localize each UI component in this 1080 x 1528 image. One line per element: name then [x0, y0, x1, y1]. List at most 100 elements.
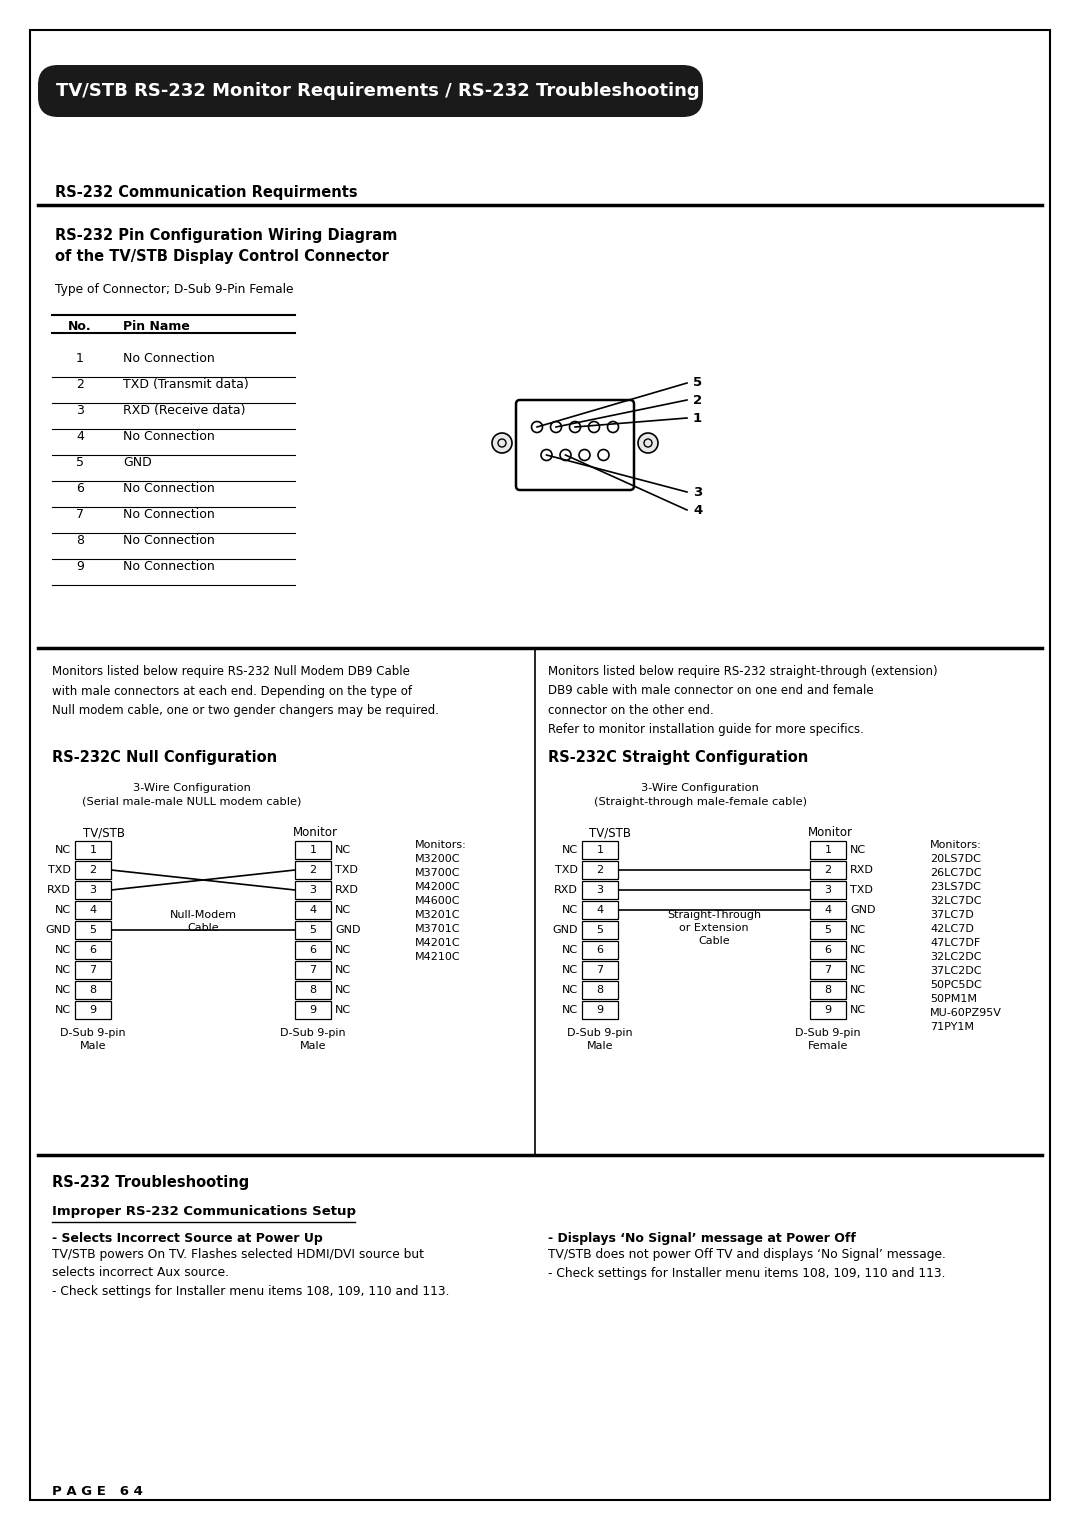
Text: D-Sub 9-pin
Male: D-Sub 9-pin Male — [567, 1028, 633, 1051]
FancyBboxPatch shape — [295, 1001, 330, 1019]
Text: 3: 3 — [310, 885, 316, 895]
Text: NC: NC — [562, 845, 578, 856]
Text: RXD: RXD — [48, 885, 71, 895]
Text: NC: NC — [850, 845, 866, 856]
Text: NC: NC — [562, 905, 578, 915]
Text: 7: 7 — [824, 966, 832, 975]
Text: RS-232 Pin Configuration Wiring Diagram
of the TV/STB Display Control Connector: RS-232 Pin Configuration Wiring Diagram … — [55, 228, 397, 264]
Text: 5: 5 — [90, 924, 96, 935]
Text: 5: 5 — [824, 924, 832, 935]
FancyBboxPatch shape — [582, 840, 618, 859]
FancyBboxPatch shape — [75, 1001, 111, 1019]
Text: 2: 2 — [90, 865, 96, 876]
Text: TXD: TXD — [555, 865, 578, 876]
Text: 6: 6 — [824, 944, 832, 955]
FancyBboxPatch shape — [582, 941, 618, 960]
Text: NC: NC — [335, 905, 351, 915]
Text: NC: NC — [850, 966, 866, 975]
Text: No Connection: No Connection — [123, 507, 215, 521]
FancyBboxPatch shape — [810, 840, 846, 859]
Text: 7: 7 — [310, 966, 316, 975]
Text: 6: 6 — [76, 481, 84, 495]
Text: P A G E   6 4: P A G E 6 4 — [52, 1485, 143, 1497]
Text: RXD: RXD — [335, 885, 359, 895]
FancyBboxPatch shape — [810, 902, 846, 918]
FancyBboxPatch shape — [582, 882, 618, 898]
FancyBboxPatch shape — [38, 66, 703, 118]
Text: No Connection: No Connection — [123, 559, 215, 573]
Text: 5: 5 — [596, 924, 604, 935]
Text: 4: 4 — [824, 905, 832, 915]
Text: 3: 3 — [596, 885, 604, 895]
Text: NC: NC — [850, 986, 866, 995]
Text: Monitors:
M3200C
M3700C
M4200C
M4600C
M3201C
M3701C
M4201C
M4210C: Monitors: M3200C M3700C M4200C M4600C M3… — [415, 840, 467, 963]
Text: 9: 9 — [90, 1005, 96, 1015]
Text: NC: NC — [335, 966, 351, 975]
Text: 3: 3 — [824, 885, 832, 895]
FancyBboxPatch shape — [75, 961, 111, 979]
FancyBboxPatch shape — [582, 1001, 618, 1019]
Text: NC: NC — [335, 1005, 351, 1015]
Text: 3: 3 — [76, 403, 84, 417]
Text: RXD (Receive data): RXD (Receive data) — [123, 403, 245, 417]
Text: Monitor: Monitor — [808, 827, 852, 839]
Text: 6: 6 — [90, 944, 96, 955]
Text: 5: 5 — [310, 924, 316, 935]
Text: NC: NC — [335, 845, 351, 856]
FancyBboxPatch shape — [810, 1001, 846, 1019]
Text: NC: NC — [562, 1005, 578, 1015]
Text: 8: 8 — [90, 986, 96, 995]
Text: TV/STB RS-232 Monitor Requirements / RS-232 Troubleshooting: TV/STB RS-232 Monitor Requirements / RS-… — [56, 83, 700, 99]
FancyBboxPatch shape — [295, 840, 330, 859]
Text: Monitors listed below require RS-232 straight-through (extension)
DB9 cable with: Monitors listed below require RS-232 str… — [548, 665, 937, 736]
Text: TV/STB does not power Off TV and displays ‘No Signal’ message.
- Check settings : TV/STB does not power Off TV and display… — [548, 1248, 946, 1279]
FancyBboxPatch shape — [75, 882, 111, 898]
Text: No Connection: No Connection — [123, 481, 215, 495]
FancyBboxPatch shape — [810, 941, 846, 960]
Text: TV/STB: TV/STB — [83, 827, 125, 839]
Text: 6: 6 — [596, 944, 604, 955]
FancyBboxPatch shape — [295, 882, 330, 898]
Text: 1: 1 — [76, 351, 84, 365]
Text: RS-232 Communication Requirments: RS-232 Communication Requirments — [55, 185, 357, 200]
Text: 7: 7 — [76, 507, 84, 521]
Text: Monitors:
20LS7DC
26LC7DC
23LS7DC
32LC7DC
37LC7D
42LC7D
47LC7DF
32LC2DC
37LC2DC
: Monitors: 20LS7DC 26LC7DC 23LS7DC 32LC7D… — [930, 840, 1002, 1031]
Text: 1: 1 — [824, 845, 832, 856]
FancyBboxPatch shape — [30, 31, 1050, 1500]
Text: NC: NC — [562, 966, 578, 975]
FancyBboxPatch shape — [582, 961, 618, 979]
Text: 2: 2 — [596, 865, 604, 876]
Text: 2: 2 — [310, 865, 316, 876]
Text: 4: 4 — [310, 905, 316, 915]
Text: 2: 2 — [824, 865, 832, 876]
Text: 5: 5 — [76, 455, 84, 469]
Text: 3: 3 — [693, 486, 702, 498]
Text: Null-Modem
Cable: Null-Modem Cable — [170, 911, 237, 934]
Text: Monitor: Monitor — [293, 827, 337, 839]
Text: 9: 9 — [596, 1005, 604, 1015]
Text: 1: 1 — [90, 845, 96, 856]
Text: 4: 4 — [596, 905, 604, 915]
FancyBboxPatch shape — [582, 921, 618, 940]
Text: D-Sub 9-pin
Male: D-Sub 9-pin Male — [280, 1028, 346, 1051]
Text: TV/STB powers On TV. Flashes selected HDMI/DVI source but
selects incorrect Aux : TV/STB powers On TV. Flashes selected HD… — [52, 1248, 449, 1297]
FancyBboxPatch shape — [810, 921, 846, 940]
FancyBboxPatch shape — [295, 860, 330, 879]
FancyBboxPatch shape — [75, 921, 111, 940]
Text: TXD: TXD — [335, 865, 357, 876]
FancyBboxPatch shape — [810, 882, 846, 898]
Text: D-Sub 9-pin
Female: D-Sub 9-pin Female — [795, 1028, 861, 1051]
FancyBboxPatch shape — [582, 981, 618, 999]
Text: Pin Name: Pin Name — [123, 319, 190, 333]
Text: Straight-Through
or Extension
Cable: Straight-Through or Extension Cable — [667, 911, 761, 946]
Text: NC: NC — [55, 1005, 71, 1015]
Text: RXD: RXD — [554, 885, 578, 895]
Circle shape — [638, 432, 658, 452]
Text: RXD: RXD — [850, 865, 874, 876]
Text: 4: 4 — [90, 905, 96, 915]
Text: 1: 1 — [596, 845, 604, 856]
Text: 1: 1 — [310, 845, 316, 856]
Text: RS-232 Troubleshooting: RS-232 Troubleshooting — [52, 1175, 249, 1190]
Text: 6: 6 — [310, 944, 316, 955]
Text: 9: 9 — [310, 1005, 316, 1015]
